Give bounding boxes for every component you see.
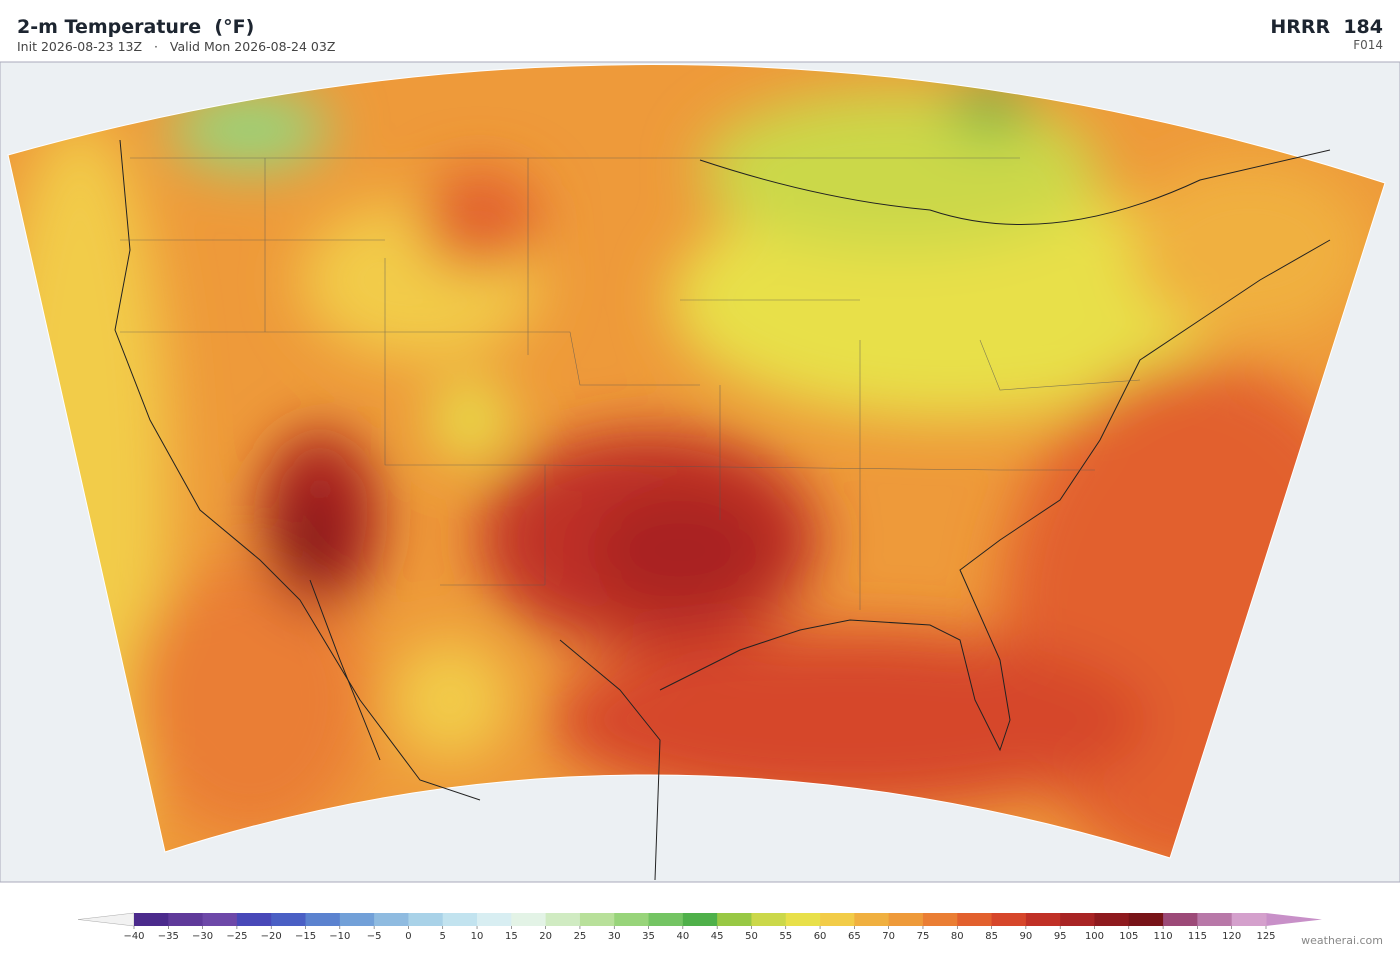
tick-label: 35 xyxy=(642,931,655,942)
color-bin xyxy=(991,913,1027,926)
tick-label: 5 xyxy=(440,931,446,942)
valid-time: Valid Mon 2026-08-24 03Z xyxy=(169,39,336,54)
tick-label: 85 xyxy=(985,931,998,942)
domain-outline xyxy=(7,64,1386,859)
coastlines xyxy=(114,139,1331,881)
tick-label: 0 xyxy=(405,931,411,942)
tick-label: 40 xyxy=(676,931,689,942)
color-bin xyxy=(1163,913,1198,926)
color-bin xyxy=(579,913,615,926)
color-bin xyxy=(957,913,993,926)
color-bin xyxy=(511,913,547,926)
color-bin xyxy=(1197,913,1233,926)
tick-label: −10 xyxy=(329,931,350,942)
model-name: HRRR 184 xyxy=(1270,16,1383,38)
color-bin xyxy=(614,913,650,926)
tick-label: 25 xyxy=(574,931,587,942)
color-bin xyxy=(442,913,478,926)
tick-label: 115 xyxy=(1188,931,1207,942)
tick-label: 60 xyxy=(814,931,827,942)
color-bin xyxy=(134,913,169,926)
colorbar-under xyxy=(77,912,135,927)
separator: · xyxy=(153,39,158,54)
tick-label: 55 xyxy=(779,931,792,942)
color-bin xyxy=(854,913,890,926)
tick-label: 120 xyxy=(1222,931,1241,942)
tick-label: −25 xyxy=(226,931,247,942)
color-bin xyxy=(1094,913,1130,926)
color-bin xyxy=(1231,913,1267,926)
tick-label: 90 xyxy=(1020,931,1033,942)
color-bin xyxy=(648,913,684,926)
color-bin xyxy=(408,913,444,926)
color-bin xyxy=(271,913,307,926)
tick-label: −30 xyxy=(192,931,213,942)
color-bin xyxy=(888,913,924,926)
init-time: Init 2026-08-23 13Z xyxy=(17,39,143,54)
subtitle: Init 2026-08-23 13Z · Valid Mon 2026-08-… xyxy=(17,39,335,54)
map-background xyxy=(0,61,1400,883)
color-bin xyxy=(922,913,958,926)
tick-label: 30 xyxy=(608,931,621,942)
title: 2-m Temperature (°F) xyxy=(17,16,255,38)
tick-label: −40 xyxy=(123,931,144,942)
tick-label: 105 xyxy=(1119,931,1138,942)
color-bin xyxy=(202,913,238,926)
tick-label: 110 xyxy=(1154,931,1173,942)
credit: weatherai.com xyxy=(1301,934,1383,947)
color-bin xyxy=(682,913,718,926)
color-bin xyxy=(477,913,512,926)
tick-label: −35 xyxy=(158,931,179,942)
color-bin xyxy=(236,913,272,926)
tick-label: 75 xyxy=(917,931,930,942)
color-bin xyxy=(1025,913,1061,926)
color-bin xyxy=(1128,913,1164,926)
colorbar: −40 −35 −30 −25 −20 −15 −10 −5 0 5 10 15 20 25 30 35 40 4… xyxy=(77,912,1322,942)
forecast-hour: F014 xyxy=(1353,38,1383,52)
borders xyxy=(120,157,1141,610)
tick-label: 20 xyxy=(539,931,552,942)
tick-label: 50 xyxy=(745,931,758,942)
tick-label: 95 xyxy=(1054,931,1067,942)
tick-label: 70 xyxy=(882,931,895,942)
temperature-field xyxy=(8,64,1385,858)
tick-label: 125 xyxy=(1256,931,1275,942)
color-bin xyxy=(339,913,375,926)
tick-label: −15 xyxy=(295,931,316,942)
color-bin xyxy=(820,913,855,926)
tick-label: 45 xyxy=(711,931,724,942)
color-bin xyxy=(545,913,581,926)
tick-label: −5 xyxy=(367,931,382,942)
tick-label: 65 xyxy=(848,931,861,942)
color-bin xyxy=(374,913,409,926)
tick-label: −20 xyxy=(261,931,282,942)
color-bin xyxy=(1060,913,1095,926)
color-bin xyxy=(717,913,752,926)
color-bin xyxy=(751,913,787,926)
colorbar-over xyxy=(1266,913,1322,926)
tick-label: 80 xyxy=(951,931,964,942)
tick-label: 10 xyxy=(471,931,484,942)
color-bin xyxy=(168,913,204,926)
tick-label: 15 xyxy=(505,931,518,942)
color-bin xyxy=(305,913,341,926)
tick-label: 100 xyxy=(1085,931,1104,942)
color-bin xyxy=(785,913,821,926)
